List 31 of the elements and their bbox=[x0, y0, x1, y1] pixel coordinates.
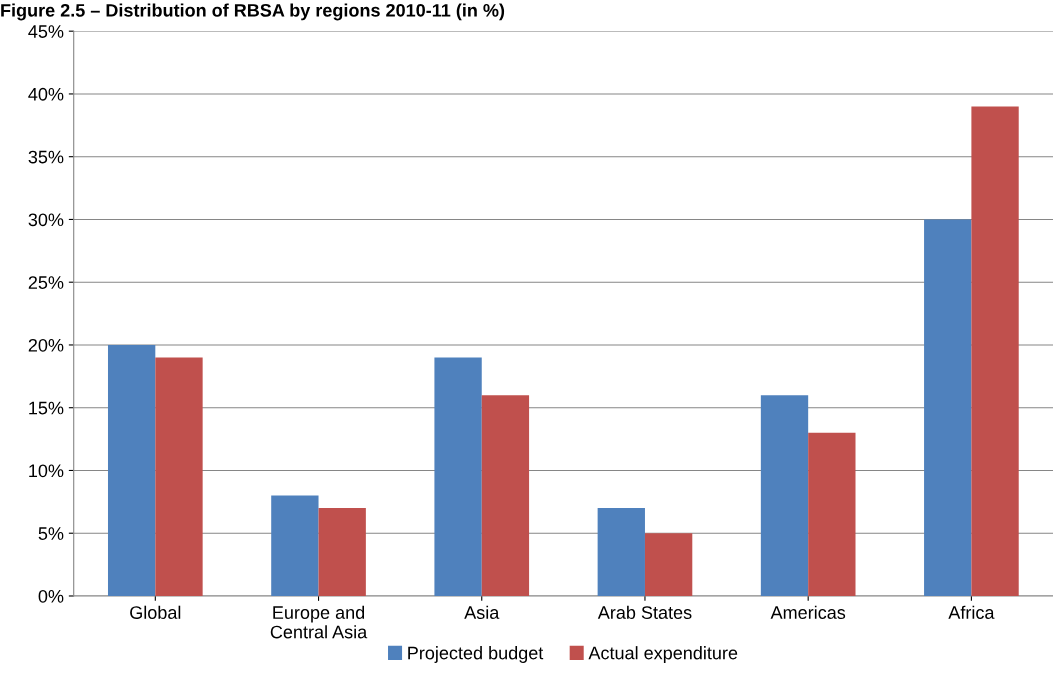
y-tick-label: 15% bbox=[29, 401, 64, 415]
x-tick-label: Europe and Central Asia bbox=[270, 605, 368, 639]
bar bbox=[318, 508, 366, 596]
legend-label: Actual expenditure bbox=[588, 646, 738, 663]
x-tick-label: Americas bbox=[770, 605, 846, 619]
x-tick-label: Global bbox=[130, 605, 181, 619]
y-tick-label: 25% bbox=[28, 276, 64, 289]
bar bbox=[760, 395, 809, 596]
x-tick-label: Africa bbox=[948, 605, 995, 619]
x-tick-label: Arab States bbox=[597, 605, 692, 619]
bar bbox=[107, 344, 156, 596]
y-tick-label: 5% bbox=[38, 527, 64, 540]
bar bbox=[971, 106, 1019, 596]
y-tick-label: 45% bbox=[28, 25, 64, 38]
bar bbox=[434, 357, 482, 596]
bar bbox=[644, 533, 693, 596]
y-tick-label: 35% bbox=[28, 150, 64, 164]
chart-title: Figure 2.5 – Distribution of RBSA by regions 2010-11 (in %) bbox=[1, 3, 505, 21]
y-tick-label: 10% bbox=[29, 464, 64, 478]
x-tick-label: Asia bbox=[464, 605, 500, 619]
y-tick-label: 30% bbox=[28, 213, 64, 227]
bar bbox=[155, 357, 203, 596]
y-tick-label: 0% bbox=[38, 589, 64, 603]
bar bbox=[597, 508, 645, 596]
y-tick-label: 20% bbox=[28, 338, 64, 352]
legend-label: Projected budget bbox=[408, 646, 544, 663]
bar bbox=[481, 395, 530, 596]
bar bbox=[808, 432, 856, 596]
y-tick-label: 40% bbox=[28, 87, 64, 101]
bar bbox=[924, 219, 972, 596]
bar bbox=[271, 495, 319, 596]
